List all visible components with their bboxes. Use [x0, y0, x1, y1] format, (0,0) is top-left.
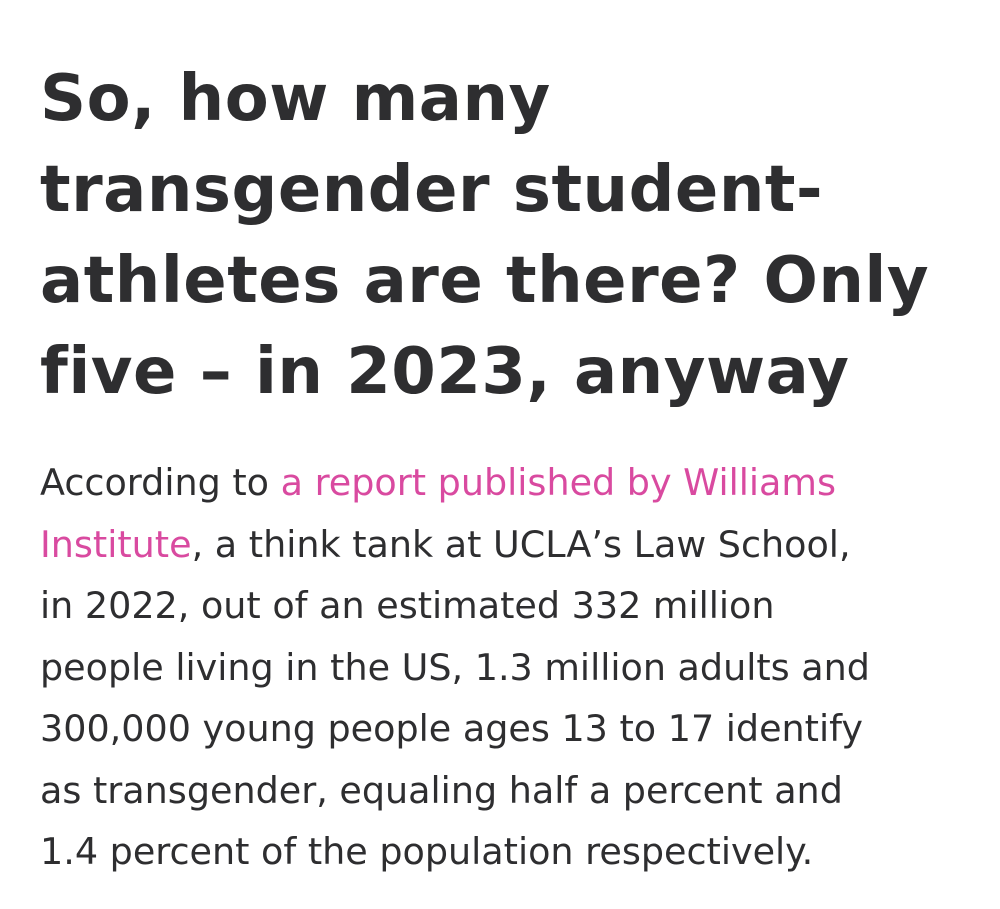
paragraph-line: people living in the US, 1.3 million adu… [40, 645, 870, 689]
headline-line: athletes are there? Only [40, 244, 930, 318]
williams-institute-report-link[interactable]: a report published by Williams [280, 461, 836, 504]
headline-line: So, how many [40, 62, 551, 136]
paragraph-after-link: , a think tank at UCLA’s Law School, [191, 522, 851, 566]
paragraph-line: 300,000 young people ages 13 to 17 ident… [40, 707, 863, 750]
paragraph-line: in 2022, out of an estimated 332 million [40, 584, 775, 627]
paragraph-line: Institute, a think tank at UCLA’s Law Sc… [40, 514, 940, 576]
paragraph-line: as transgender, equaling half a percent … [40, 768, 843, 812]
headline-line: transgender student- [40, 153, 824, 227]
article: So, how many transgender student- athlet… [40, 54, 940, 883]
headline-line: five – in 2023, anyway [40, 335, 850, 409]
article-paragraph: According to a report published by Willi… [40, 452, 940, 883]
paragraph-prefix: According to [40, 461, 281, 504]
paragraph-line: According to a report published by Willi… [40, 452, 940, 514]
article-headline: So, how many transgender student- athlet… [40, 54, 940, 418]
williams-institute-report-link-continued[interactable]: Institute [40, 522, 192, 566]
paragraph-line: 1.4 percent of the population respective… [40, 830, 814, 873]
